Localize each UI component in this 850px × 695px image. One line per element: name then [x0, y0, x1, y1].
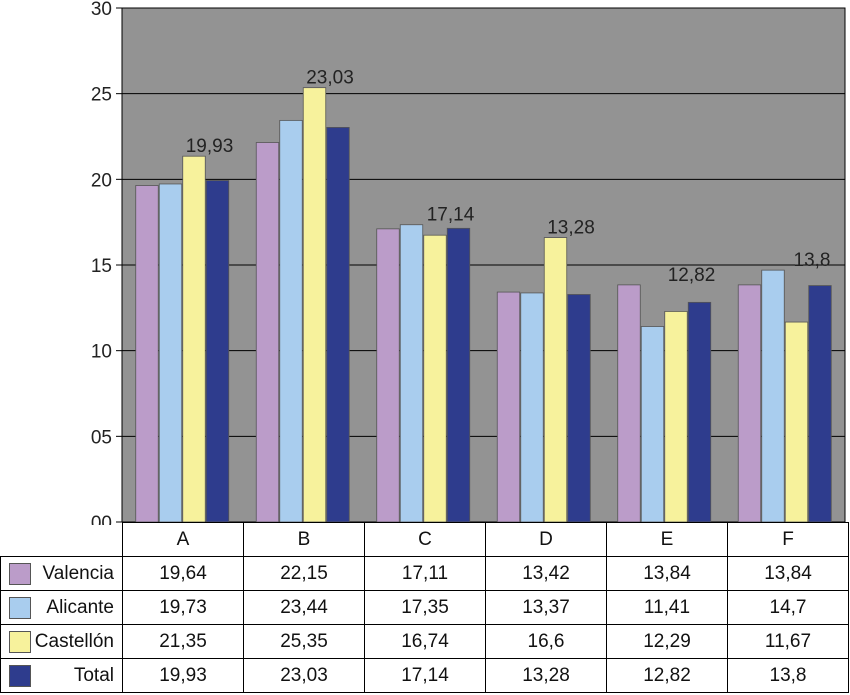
- table-cell: 12,29: [606, 624, 728, 659]
- table-category-header: B: [243, 522, 365, 557]
- table-cell: 11,67: [727, 624, 849, 659]
- legend-entry-alicante: Alicante: [0, 590, 123, 625]
- legend-entry-castellon: Castellón: [0, 624, 123, 659]
- bar: [255, 142, 280, 523]
- table-cell: 16,74: [364, 624, 486, 659]
- table-cell: 13,8: [727, 658, 849, 693]
- bar: [423, 234, 447, 523]
- y-tick-label: 10: [91, 342, 112, 363]
- legend-swatch-alicante: [9, 597, 31, 619]
- table-cell: 25,35: [243, 624, 365, 659]
- table-cell: 11,41: [606, 590, 728, 625]
- y-tick-label: 30: [91, 0, 112, 20]
- table-cell: 13,28: [485, 658, 607, 693]
- bar: [567, 294, 591, 523]
- table-category-header: A: [122, 522, 244, 557]
- legend-entry-total: Total: [0, 658, 123, 693]
- table-cell: 17,14: [364, 658, 486, 693]
- legend-label: Valencia: [42, 562, 114, 584]
- bar: [808, 285, 832, 523]
- y-tick-label: 00: [91, 513, 112, 525]
- legend-swatch-valencia: [9, 563, 31, 585]
- table-cell: 13,37: [485, 590, 607, 625]
- legend-label: Castellón: [34, 630, 114, 652]
- table-cell: 23,03: [243, 658, 365, 693]
- table-cell: 21,35: [122, 624, 244, 659]
- data-label: 13,8: [794, 250, 831, 271]
- bar: [182, 155, 206, 523]
- bar: [158, 183, 183, 523]
- bar: [302, 87, 327, 523]
- table-row-total: Total 19,93 23,03 17,14 13,28 12,82 13,8: [0, 658, 849, 693]
- table-cell: 22,15: [243, 556, 365, 591]
- table-cell: 19,93: [122, 658, 244, 693]
- table-cell: 16,6: [485, 624, 607, 659]
- bar: [326, 127, 350, 523]
- bar: [279, 119, 303, 523]
- bar: [617, 284, 641, 523]
- data-label: 12,82: [668, 265, 716, 286]
- table-cell: 14,7: [727, 590, 849, 625]
- legend-label: Alicante: [46, 596, 114, 618]
- y-tick-label: 25: [91, 85, 112, 106]
- legend-entry-valencia: Valencia: [0, 556, 123, 591]
- data-label: 23,03: [306, 68, 354, 89]
- data-label: 13,28: [547, 218, 595, 239]
- table-cell: 17,35: [364, 590, 486, 625]
- table-row-castellon: Castellón 21,35 25,35 16,74 16,6 12,29 1…: [0, 624, 849, 659]
- bar: [784, 321, 809, 523]
- bar: [399, 224, 424, 523]
- y-tick-label: 15: [91, 256, 112, 277]
- table-category-header: F: [727, 522, 849, 557]
- bar: [664, 311, 688, 523]
- table-cell: 19,64: [122, 556, 244, 591]
- table-category-header: E: [606, 522, 728, 557]
- bar: [640, 326, 665, 523]
- table-category-header: D: [485, 522, 607, 557]
- table-row-alicante: Alicante 19,73 23,44 17,35 13,37 11,41 1…: [0, 590, 849, 625]
- bar: [761, 269, 785, 523]
- bar: [376, 228, 400, 523]
- table-cell: 13,84: [606, 556, 728, 591]
- data-label: 19,93: [186, 136, 234, 157]
- table-cell: 12,82: [606, 658, 728, 693]
- data-table: A B C D E F Valencia 19,64 22,15 17,11 1…: [0, 522, 849, 693]
- bar: [520, 292, 544, 523]
- data-label: 17,14: [427, 205, 475, 226]
- y-tick-label: 20: [91, 170, 112, 191]
- bar: [205, 180, 230, 523]
- bar: [687, 301, 712, 523]
- table-corner: [1, 523, 123, 557]
- legend-swatch-total: [9, 665, 31, 687]
- bar-chart: 00 05 10 15 20 25 30 19,93 23,03 17,14 13,28 12,82 1…: [91, 0, 846, 525]
- table-row-valencia: Valencia 19,64 22,15 17,11 13,42 13,84 1…: [0, 556, 849, 591]
- bar: [543, 237, 568, 523]
- legend-swatch-castellon: [9, 631, 31, 653]
- table-cell: 13,84: [727, 556, 849, 591]
- table-category-header: C: [364, 522, 486, 557]
- table-cell: 13,42: [485, 556, 607, 591]
- table-header-row: A B C D E F: [1, 522, 849, 557]
- legend-label: Total: [73, 664, 114, 686]
- bar: [496, 291, 521, 523]
- table-cell: 23,44: [243, 590, 365, 625]
- table-cell: 19,73: [122, 590, 244, 625]
- bar: [135, 185, 159, 523]
- bar: [446, 227, 471, 523]
- bar: [737, 284, 762, 523]
- table-cell: 17,11: [364, 556, 486, 591]
- y-tick-label: 05: [91, 427, 112, 448]
